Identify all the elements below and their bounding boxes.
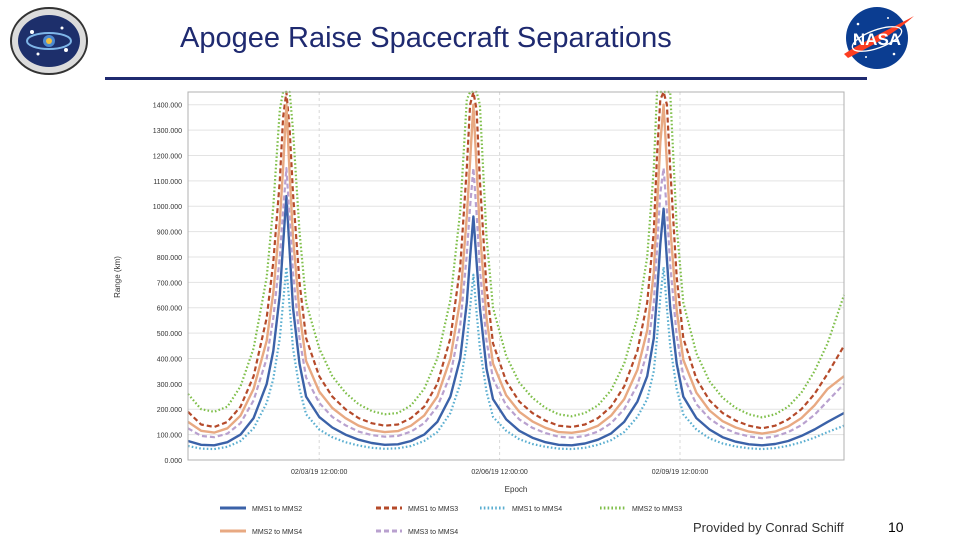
nasa-logo-text: NASA xyxy=(853,30,901,49)
y-tick-label: 300.000 xyxy=(157,382,182,389)
y-tick-label: 1000.000 xyxy=(153,204,182,211)
separation-range-chart: 0.000 100.000 200.000 300.000 400.000 500.000… xyxy=(113,90,846,536)
series-line-mms1-to-mms4 xyxy=(187,266,845,451)
y-tick-label: 500.000 xyxy=(157,331,182,338)
y-tick-label: 800.000 xyxy=(157,255,182,262)
page-number: 10 xyxy=(888,519,904,535)
mission-emblem-logo xyxy=(10,7,88,75)
legend-label: MMS2 to MMS4 xyxy=(252,529,302,536)
plot-area-frame xyxy=(187,91,845,461)
chart-series xyxy=(187,90,846,451)
x-axis-label: Epoch xyxy=(505,485,528,494)
x-tick-label: 02/09/19 12:00:00 xyxy=(652,469,709,476)
series-line-mms2-to-mms3 xyxy=(187,90,846,419)
legend-label: MMS3 to MMS4 xyxy=(408,529,458,536)
x-tick-label: 02/06/19 12:00:00 xyxy=(471,469,528,476)
y-tick-label: 100.000 xyxy=(157,433,182,440)
y-tick-label: 0.000 xyxy=(164,458,182,465)
y-axis-label: Range (km) xyxy=(113,256,122,298)
slide-title: Apogee Raise Spacecraft Separations xyxy=(180,22,672,54)
y-tick-label: 1200.000 xyxy=(153,153,182,160)
series-line-mms3-to-mms4 xyxy=(187,166,845,440)
chart-ticks: 0.000 100.000 200.000 300.000 400.000 500.000… xyxy=(153,103,709,476)
series-line-mms1-to-mms3 xyxy=(187,90,845,430)
x-tick-label: 02/03/19 12:00:00 xyxy=(291,469,348,476)
y-tick-label: 1300.000 xyxy=(153,128,182,135)
y-tick-label: 900.000 xyxy=(157,230,182,237)
y-tick-label: 1100.000 xyxy=(153,179,182,186)
y-tick-label: 600.000 xyxy=(157,306,182,313)
chart-legend: MMS1 to MMS2 MMS1 to MMS3 MMS1 to MMS4 MMS2… xyxy=(220,506,682,536)
series-line-mms1-to-mms2 xyxy=(187,194,845,447)
legend-label: MMS1 to MMS4 xyxy=(512,506,562,513)
y-tick-label: 200.000 xyxy=(157,407,182,414)
footer-credit: Provided by Conrad Schiff xyxy=(693,520,844,535)
title-divider xyxy=(105,77,867,80)
legend-label: MMS1 to MMS3 xyxy=(408,506,458,513)
legend-label: MMS2 to MMS3 xyxy=(632,506,682,513)
y-tick-label: 1400.000 xyxy=(153,103,182,110)
y-tick-label: 700.000 xyxy=(157,280,182,287)
series-line-mms2-to-mms4 xyxy=(187,103,845,435)
legend-label: MMS1 to MMS2 xyxy=(252,506,302,513)
y-tick-label: 400.000 xyxy=(157,356,182,363)
nasa-logo: NASA xyxy=(844,7,914,69)
